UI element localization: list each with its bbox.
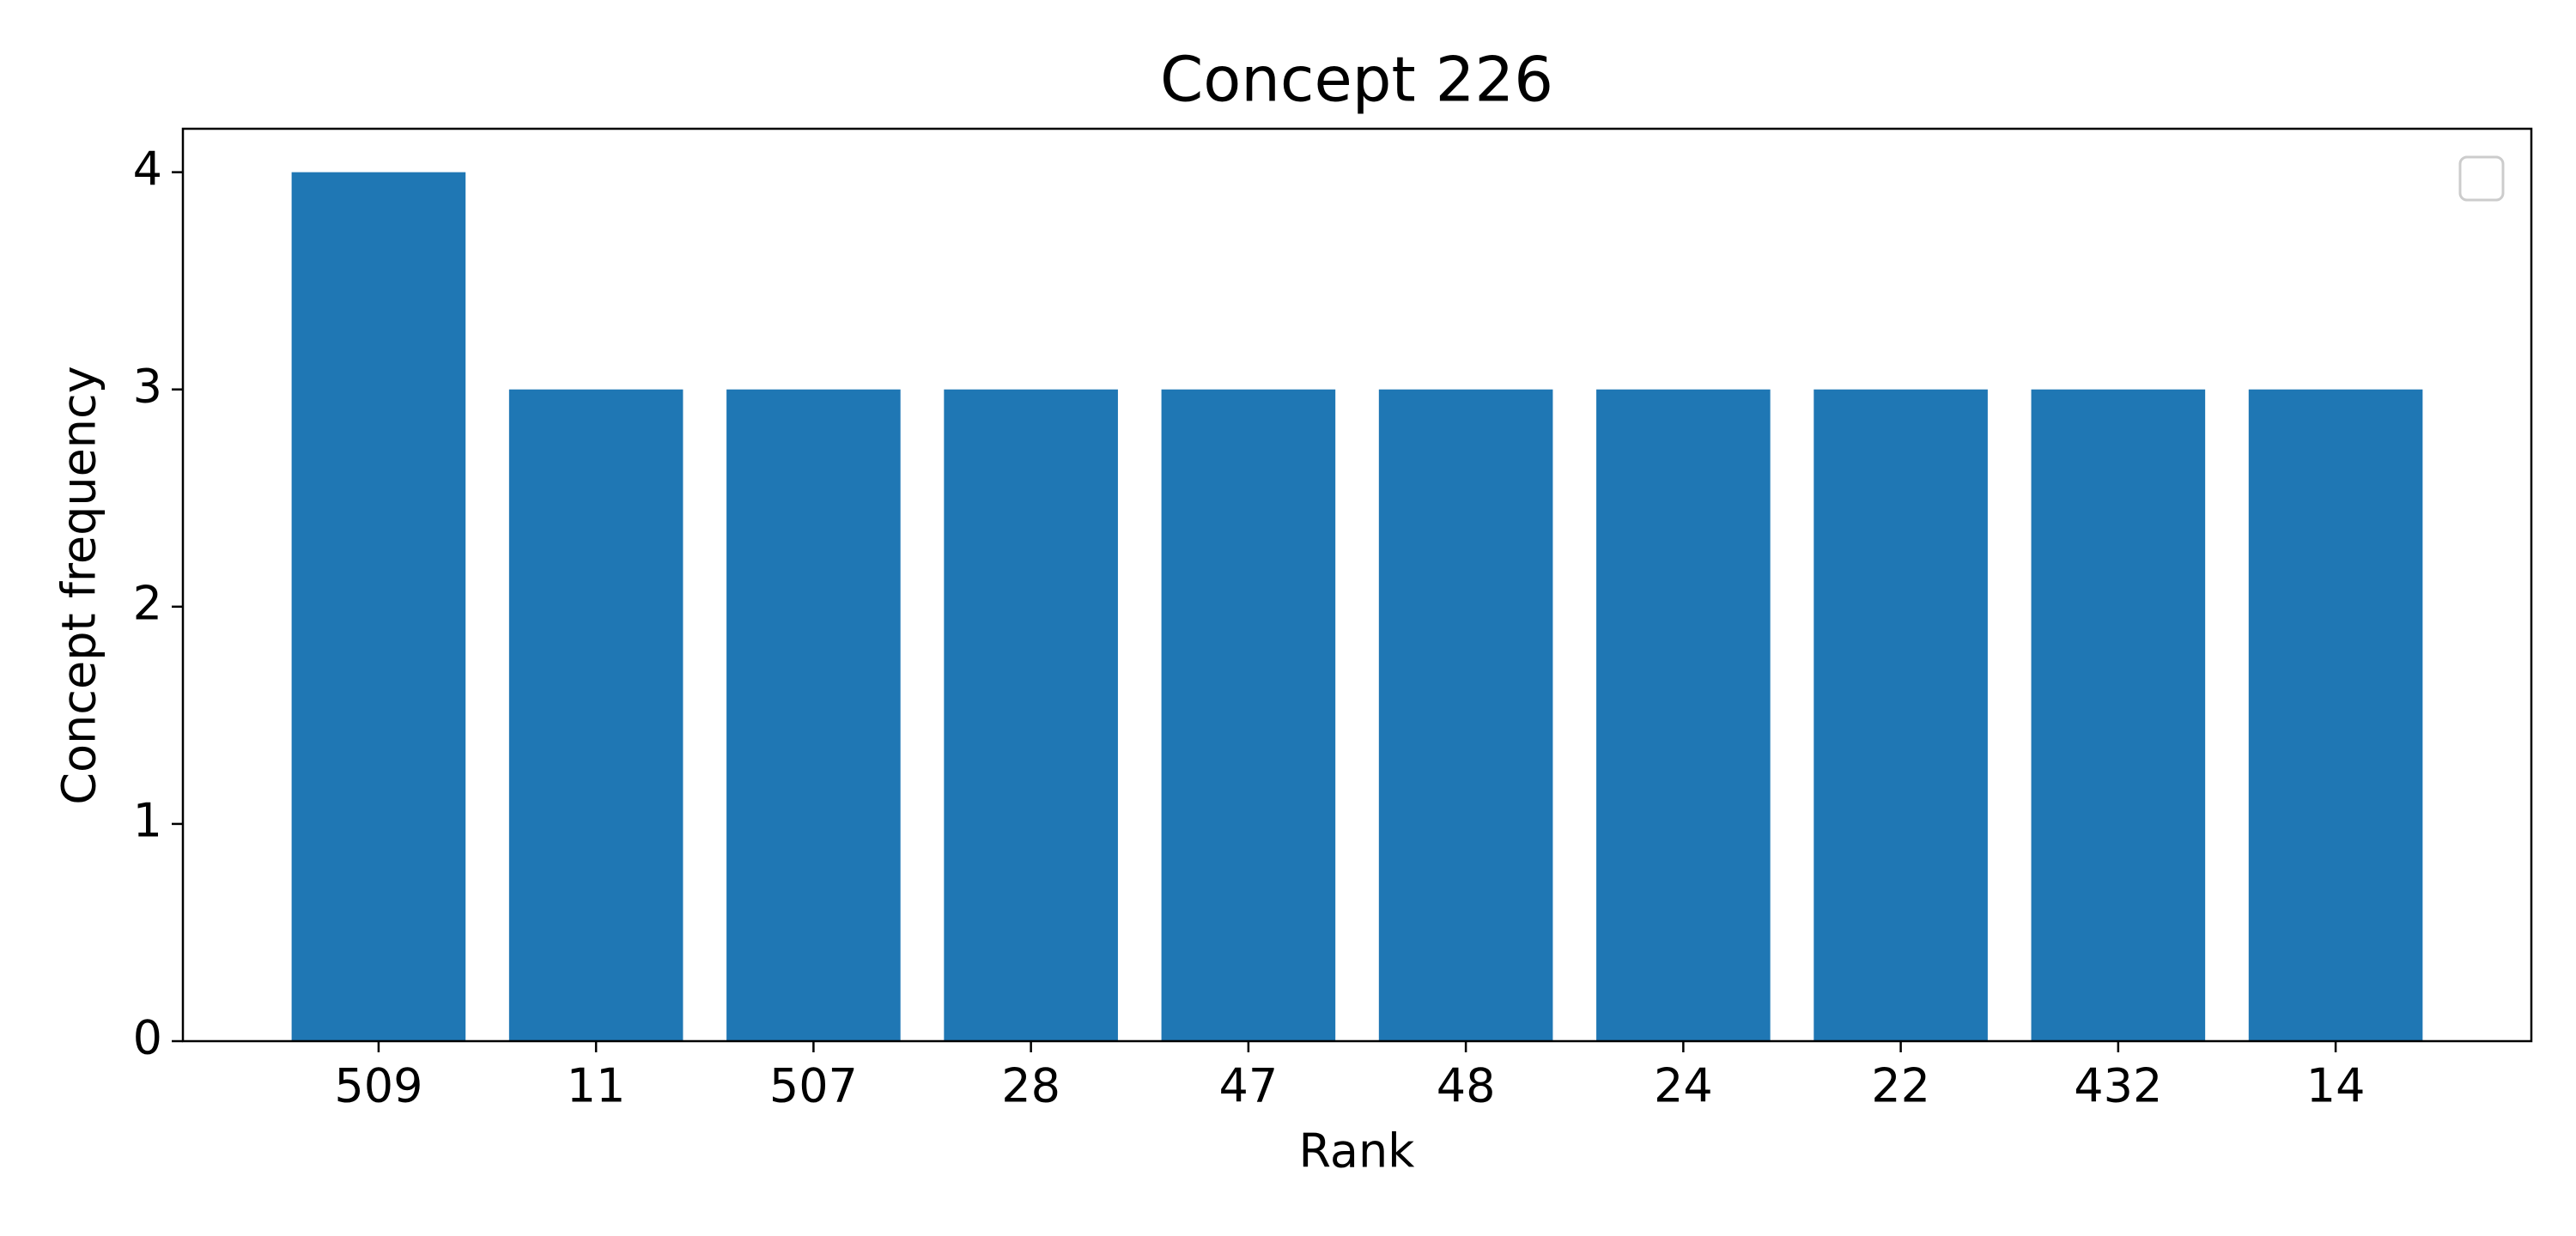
y-tick-label: 4 <box>133 142 162 196</box>
x-tick-label: 22 <box>1871 1059 1930 1113</box>
bar <box>508 389 683 1041</box>
x-tick-label: 14 <box>2306 1059 2366 1113</box>
plot-frame <box>181 127 2533 1043</box>
bar <box>2031 389 2206 1041</box>
y-tick-label: 2 <box>133 576 162 630</box>
x-tick-label: 48 <box>1437 1059 1496 1113</box>
bar <box>1596 389 1771 1041</box>
bar <box>944 389 1118 1041</box>
x-tick-label: 47 <box>1219 1059 1279 1113</box>
legend-box <box>2458 155 2505 202</box>
y-tick-label: 0 <box>133 1011 162 1065</box>
y-axis-label: Concept frequency <box>52 366 106 804</box>
y-tick-label: 3 <box>133 359 162 413</box>
bar <box>726 389 901 1041</box>
y-tick-label: 1 <box>133 794 162 848</box>
bar <box>1161 389 1336 1041</box>
x-tick-label: 432 <box>2074 1059 2162 1113</box>
x-tick-label: 509 <box>334 1059 422 1113</box>
x-axis-label: Rank <box>1299 1124 1416 1178</box>
bar <box>1814 389 1988 1041</box>
x-tick-label: 11 <box>567 1059 626 1113</box>
bar <box>291 172 466 1042</box>
x-tick-label: 507 <box>769 1059 858 1113</box>
bar <box>1378 389 1553 1041</box>
x-tick-label: 28 <box>1001 1059 1060 1113</box>
bar <box>2248 389 2423 1041</box>
x-tick-label: 24 <box>1654 1059 1713 1113</box>
chart-title: Concept 226 <box>1160 44 1553 116</box>
